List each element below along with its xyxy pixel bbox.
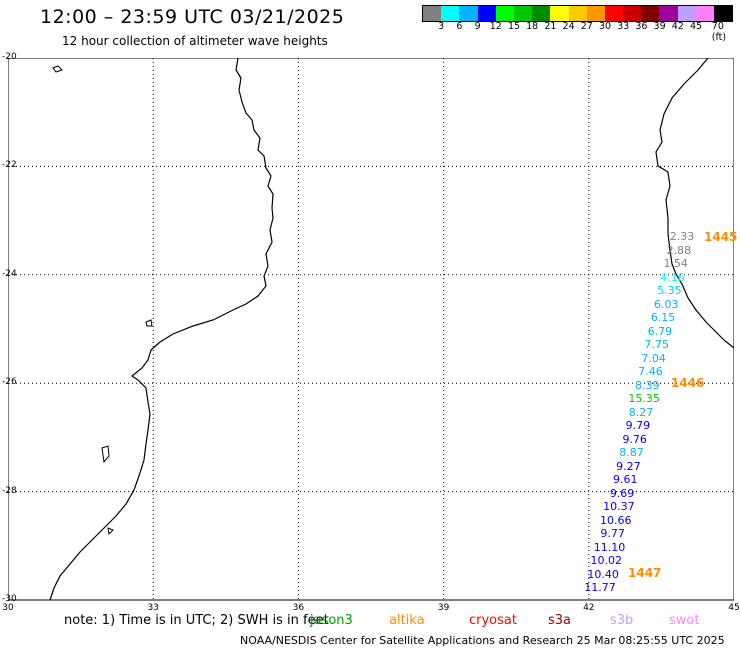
wave-height-label: 10.66 bbox=[600, 513, 632, 527]
color-swatch bbox=[568, 6, 587, 21]
latitude-label: -28 bbox=[2, 485, 17, 496]
wave-height-label: 9.76 bbox=[622, 432, 647, 446]
color-legend-label: 18 bbox=[526, 21, 539, 32]
color-legend-label: 21 bbox=[544, 21, 557, 32]
pass-time-label: 1446 bbox=[671, 376, 705, 390]
chart-subtitle: 12 hour collection of altimeter wave hei… bbox=[62, 34, 328, 48]
color-legend-label: 9 bbox=[474, 21, 481, 32]
satellite-name: swot bbox=[669, 613, 700, 628]
color-swatch bbox=[604, 6, 624, 21]
wave-height-label: 9.77 bbox=[600, 527, 625, 540]
wave-height-label: 5.35 bbox=[657, 284, 682, 297]
color-swatch bbox=[441, 6, 460, 21]
color-legend-label: 27 bbox=[580, 21, 593, 32]
longitude-label: 30 bbox=[2, 603, 14, 613]
wave-height-label: 8.87 bbox=[619, 446, 644, 459]
wave-height-label: 6.79 bbox=[647, 324, 673, 338]
latitude-label: -26 bbox=[2, 377, 17, 388]
wave-height-label: 9.69 bbox=[609, 486, 635, 500]
wave-height-label: 10.37 bbox=[603, 500, 635, 513]
pass-time-label: 1447 bbox=[628, 566, 662, 580]
color-swatch bbox=[459, 6, 478, 21]
wave-height-label: 11.10 bbox=[593, 540, 626, 554]
credit-line: NOAA/NESDIS Center for Satellite Applica… bbox=[240, 634, 725, 647]
color-legend-label: 30 bbox=[598, 21, 612, 32]
coastline-africa bbox=[49, 58, 274, 601]
satellite-name: s3a bbox=[548, 613, 572, 628]
color-legend-label: 42 bbox=[671, 21, 684, 32]
color-swatch bbox=[677, 6, 696, 21]
wave-height-label: 9.61 bbox=[612, 473, 638, 486]
color-legend-label: 15 bbox=[507, 21, 521, 32]
satellite-name: jason3 bbox=[310, 613, 353, 628]
color-legend-label: 33 bbox=[617, 21, 630, 32]
units-note: note: 1) Time is in UTC; 2) SWH is in fe… bbox=[64, 613, 329, 628]
color-swatch bbox=[513, 6, 533, 21]
color-legend-label: 6 bbox=[456, 21, 463, 32]
satellite-name: cryosat bbox=[469, 613, 517, 628]
color-swatch bbox=[532, 6, 551, 21]
latitude-label: -20 bbox=[2, 52, 17, 62]
satellite-name: s3b bbox=[610, 613, 634, 628]
longitude-label: 39 bbox=[437, 603, 450, 613]
color-swatch bbox=[659, 6, 678, 21]
wave-height-label: 6.15 bbox=[650, 311, 676, 324]
satellite-name: altika bbox=[389, 613, 425, 628]
color-legend-label: 3 bbox=[438, 21, 445, 32]
wave-height-label: 1.54 bbox=[663, 257, 688, 270]
color-legend bbox=[422, 5, 734, 22]
graticule bbox=[8, 58, 734, 600]
wave-height-label: 11.77 bbox=[584, 581, 616, 594]
longitude-label: 33 bbox=[147, 603, 159, 613]
wave-height-label: 9.27 bbox=[616, 459, 641, 473]
chart-title: 12:00 – 23:59 UTC 03/21/2025 bbox=[40, 6, 345, 28]
color-swatch bbox=[714, 6, 733, 21]
color-legend-label: 45 bbox=[689, 21, 703, 32]
wave-height-label: 7.04 bbox=[641, 351, 666, 365]
wave-height-label: 2.88 bbox=[666, 243, 692, 257]
color-swatch bbox=[550, 6, 569, 21]
wave-height-label: 7.75 bbox=[644, 338, 670, 351]
color-swatch bbox=[423, 6, 442, 21]
color-swatch bbox=[695, 6, 714, 21]
coastline-islands bbox=[52, 65, 153, 536]
color-swatch bbox=[495, 6, 514, 21]
color-swatch bbox=[586, 6, 605, 21]
wave-height-label: 9.79 bbox=[625, 419, 651, 432]
latitude-label: -30 bbox=[2, 594, 17, 604]
wave-height-label: 8.27 bbox=[628, 405, 654, 419]
color-swatch bbox=[477, 6, 496, 21]
color-legend-label: 36 bbox=[635, 21, 648, 32]
wave-height-label: 10.02 bbox=[590, 554, 623, 567]
color-swatch bbox=[623, 6, 642, 21]
pass-time-label: 1445 bbox=[704, 230, 738, 244]
wave-height-label: 7.46 bbox=[638, 365, 663, 378]
wave-height-label: 2.33 bbox=[669, 230, 695, 243]
longitude-label: 36 bbox=[292, 603, 305, 613]
plot-frame bbox=[8, 58, 734, 601]
latitude-label: -24 bbox=[2, 268, 17, 279]
wave-height-label: 8.39 bbox=[635, 378, 660, 392]
longitude-label: 45 bbox=[728, 603, 740, 613]
longitude-label: 42 bbox=[583, 603, 595, 613]
color-legend-label: 39 bbox=[653, 21, 666, 32]
wave-height-label: 10.40 bbox=[587, 567, 619, 581]
latitude-label: -22 bbox=[2, 160, 17, 171]
color-legend-label: 12 bbox=[489, 21, 502, 32]
wave-height-label: 4.16 bbox=[660, 270, 685, 284]
color-legend-label: 24 bbox=[562, 21, 575, 32]
coastline-madagascar bbox=[655, 58, 734, 349]
color-swatch bbox=[641, 6, 660, 21]
wave-height-label: 6.03 bbox=[653, 297, 679, 311]
wave-height-label: 15.35 bbox=[628, 392, 660, 405]
color-legend-label: 70 (ft) bbox=[711, 21, 727, 43]
map-plot bbox=[8, 58, 734, 601]
